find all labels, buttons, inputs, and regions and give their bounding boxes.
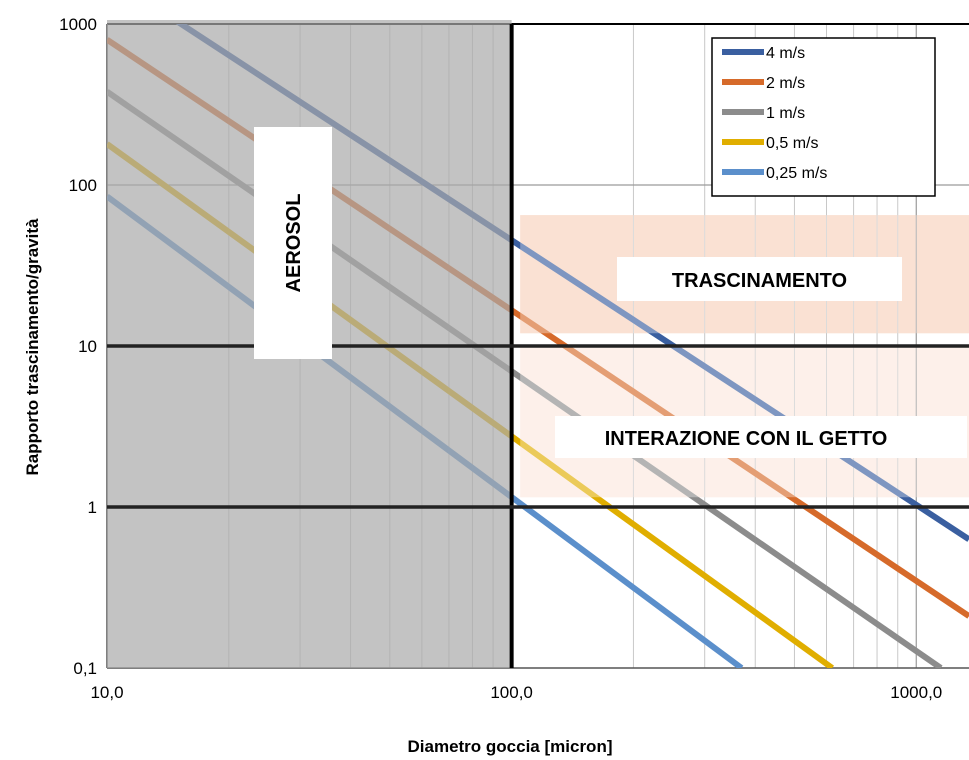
x-axis-title: Diametro goccia [micron] xyxy=(408,737,613,756)
legend-label-0-5-m-s: 0,5 m/s xyxy=(766,135,818,152)
y-tick-label: 1000 xyxy=(59,15,97,34)
y-axis-title: Rapporto trascinamento/gravità xyxy=(23,218,42,475)
x-tick-label: 100,0 xyxy=(490,683,533,702)
y-tick-label: 1 xyxy=(88,498,97,517)
region-label-trascinamento: TRASCINAMENTO xyxy=(672,270,847,292)
legend-label-1-m-s: 1 m/s xyxy=(766,105,805,122)
legend-label-4-m-s: 4 m/s xyxy=(766,45,805,62)
region-label-aerosol: AEROSOL xyxy=(283,194,305,293)
legend-label-2-m-s: 2 m/s xyxy=(766,75,805,92)
legend: 4 m/s 2 m/s 1 m/s 0,5 m/s 0,25 m/s xyxy=(712,38,935,196)
legend-label-0-25-m-s: 0,25 m/s xyxy=(766,165,827,182)
x-tick-label: 10,0 xyxy=(90,683,123,702)
x-tick-label: 1000,0 xyxy=(890,683,942,702)
y-tick-label: 0,1 xyxy=(73,659,97,678)
y-tick-label: 10 xyxy=(78,337,97,356)
y-tick-label: 100 xyxy=(69,176,97,195)
region-label-interazione-con-il-getto: INTERAZIONE CON IL GETTO xyxy=(605,428,888,450)
